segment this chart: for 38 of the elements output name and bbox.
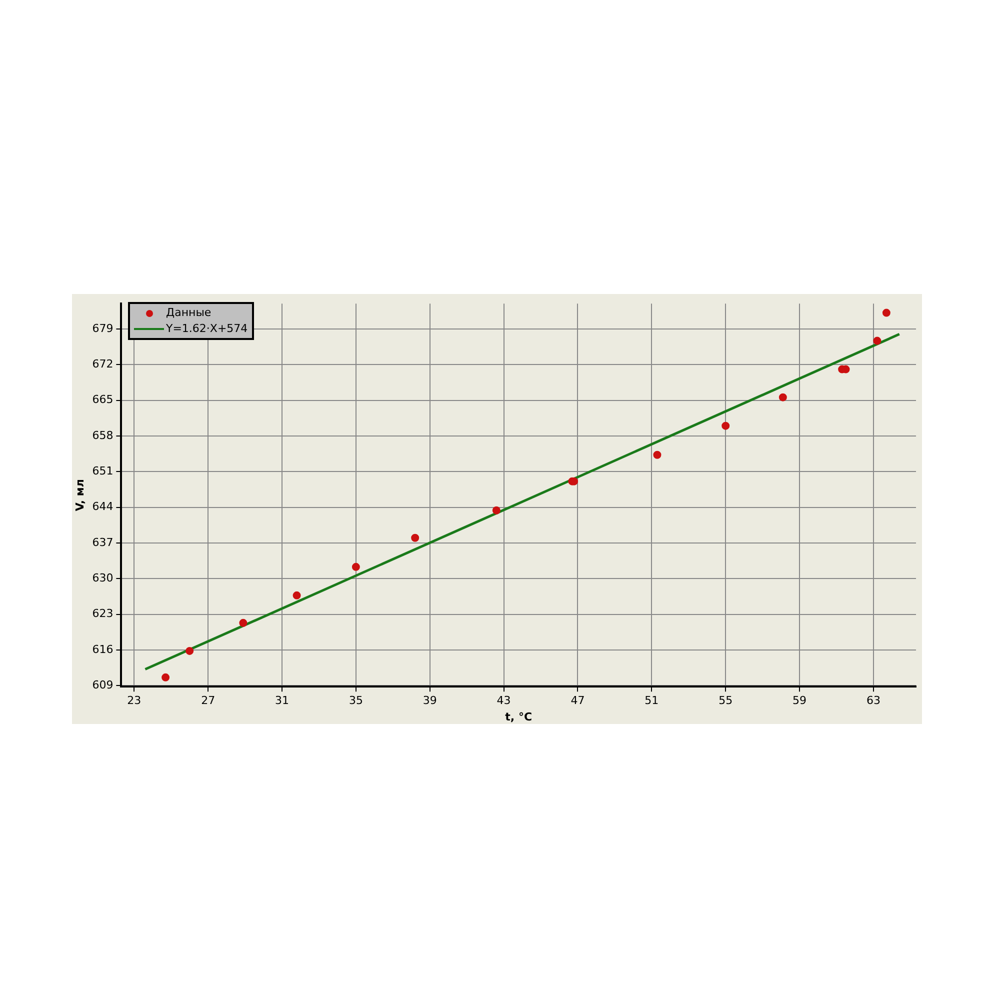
point bbox=[411, 534, 420, 542]
point bbox=[239, 618, 248, 627]
point bbox=[492, 506, 500, 514]
y-tick-label: 616 bbox=[92, 642, 114, 656]
y-tick-label: 679 bbox=[92, 322, 114, 335]
point bbox=[873, 336, 882, 345]
point bbox=[162, 673, 170, 682]
y-tick-label: 665 bbox=[92, 393, 114, 406]
y-tick-label: 644 bbox=[92, 500, 114, 514]
legend-label: Данные bbox=[166, 305, 212, 321]
point bbox=[778, 393, 787, 402]
y-tick-label: 651 bbox=[92, 464, 114, 478]
point bbox=[722, 422, 730, 430]
x-tick-label: 27 bbox=[201, 694, 216, 708]
x-tick-label: 63 bbox=[866, 694, 880, 708]
point bbox=[882, 308, 890, 317]
point bbox=[653, 450, 662, 459]
legend-label: Y=1.62·X+574 bbox=[166, 321, 248, 337]
point bbox=[186, 646, 194, 655]
x-tick-label: 59 bbox=[792, 694, 807, 708]
x-tick-label: 47 bbox=[570, 694, 585, 708]
x-tick-label: 55 bbox=[718, 694, 733, 708]
y-axis-title: V, мл bbox=[73, 479, 86, 512]
x-axis-title: t, °C bbox=[505, 710, 532, 724]
y-tick-label: 623 bbox=[92, 607, 114, 620]
y-tick-label: 658 bbox=[92, 428, 114, 442]
point bbox=[352, 562, 360, 571]
x-tick-label: 39 bbox=[422, 694, 437, 708]
x-tick-label: 31 bbox=[275, 694, 290, 708]
x-tick-label: 43 bbox=[496, 694, 511, 708]
x-tick-label: 51 bbox=[644, 694, 659, 708]
x-tick-label: 35 bbox=[348, 694, 363, 708]
y-tick-label: 672 bbox=[92, 358, 114, 371]
point bbox=[292, 591, 301, 600]
x-tick-label: 23 bbox=[127, 694, 142, 708]
y-tick-label: 630 bbox=[92, 571, 114, 584]
y-tick-label: 637 bbox=[92, 536, 114, 549]
y-tick-label: 609 bbox=[92, 678, 114, 692]
